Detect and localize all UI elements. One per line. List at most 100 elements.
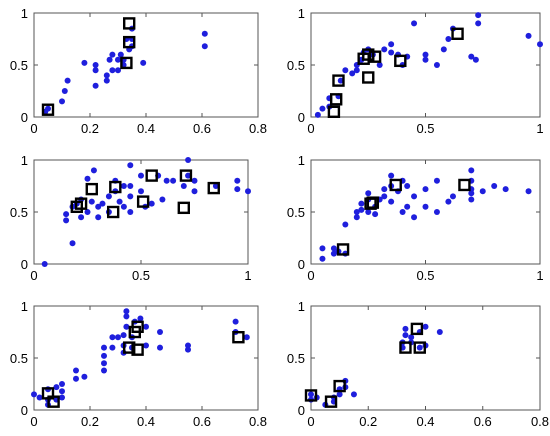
highlighted-point-marker	[120, 56, 133, 70]
x-tick-label: 0.8	[249, 414, 267, 429]
x-tick-label: 0.2	[81, 414, 99, 429]
data-point	[365, 190, 372, 197]
data-point	[73, 367, 79, 374]
highlighted-point-marker	[389, 178, 402, 192]
data-point	[422, 56, 429, 63]
highlighted-point-marker	[74, 197, 88, 210]
highlighted-point-marker	[304, 389, 318, 402]
data-point	[436, 329, 443, 335]
data-point	[180, 183, 187, 189]
data-point	[537, 41, 543, 48]
y-tick-label: 0	[21, 110, 28, 125]
x-tick-label: 0	[307, 414, 314, 429]
y-tick-label: 0.5	[287, 58, 305, 73]
data-point	[372, 211, 379, 218]
data-point	[353, 214, 360, 221]
data-point	[81, 59, 88, 66]
data-point	[468, 167, 475, 174]
data-point	[353, 67, 360, 74]
data-point	[212, 183, 219, 189]
data-point	[365, 209, 372, 215]
data-point	[41, 261, 48, 267]
x-tick-label: 0.6	[193, 414, 211, 429]
x-tick-label: 0.2	[81, 121, 99, 136]
highlighted-point-marker	[122, 341, 136, 354]
y-tick-label: 1	[298, 299, 305, 314]
data-point	[59, 388, 65, 395]
data-point	[95, 214, 102, 221]
data-point	[127, 193, 134, 200]
data-point	[468, 53, 475, 60]
data-point	[472, 56, 479, 63]
data-point	[402, 325, 409, 332]
data-point	[148, 200, 155, 207]
data-point	[381, 46, 388, 53]
highlighted-point-marker	[122, 35, 136, 49]
data-point	[319, 245, 326, 252]
data-point	[81, 373, 88, 380]
axes-frame	[33, 305, 259, 411]
highlighted-point-marker	[368, 50, 382, 63]
data-point	[120, 183, 127, 189]
data-point	[349, 70, 356, 77]
data-point	[422, 203, 429, 210]
data-point	[445, 198, 452, 205]
data-point	[143, 323, 149, 330]
data-point	[99, 200, 106, 207]
data-point	[358, 200, 365, 207]
data-point	[69, 240, 76, 247]
data-point	[105, 193, 112, 200]
data-point	[381, 193, 388, 200]
y-tick-label: 1	[298, 6, 305, 21]
x-tick-label: 0	[307, 268, 314, 283]
data-point	[53, 384, 60, 391]
data-point	[445, 36, 452, 42]
data-point	[59, 394, 65, 401]
data-point	[422, 51, 429, 58]
data-point	[120, 203, 127, 210]
data-point	[95, 203, 102, 210]
data-point	[234, 186, 241, 193]
x-tick-label: 0	[30, 414, 37, 429]
data-point	[101, 367, 107, 374]
data-point	[157, 329, 163, 335]
data-point	[388, 198, 395, 205]
data-point	[31, 391, 37, 398]
data-point	[422, 323, 429, 330]
y-tick-label: 0.5	[10, 351, 28, 366]
y-tick-label: 1	[21, 6, 28, 21]
data-point	[433, 209, 440, 215]
x-tick-label: 0.6	[474, 414, 492, 429]
highlighted-point-marker	[85, 182, 98, 196]
data-point	[138, 188, 144, 195]
data-point	[502, 186, 509, 193]
highlighted-point-marker	[333, 379, 346, 393]
data-point	[342, 67, 349, 74]
data-point	[185, 157, 192, 163]
data-point	[243, 334, 250, 341]
data-point	[358, 206, 365, 213]
axes-frame	[310, 305, 541, 411]
data-point	[353, 209, 360, 215]
data-point	[433, 177, 440, 184]
data-point	[84, 209, 91, 215]
highlighted-point-marker	[366, 196, 380, 209]
data-point	[117, 51, 124, 58]
data-point	[101, 344, 107, 351]
data-point	[109, 334, 116, 341]
x-tick-label: 0.6	[193, 121, 211, 136]
data-point	[45, 105, 51, 112]
data-point	[491, 183, 498, 189]
scatter-panel-top-right: 0 0.5 1 0 0.5 1	[287, 6, 544, 136]
data-point	[140, 59, 147, 66]
data-point	[468, 196, 475, 203]
y-tick-label: 0.5	[10, 205, 28, 220]
data-point	[127, 162, 134, 169]
scatter-panel-bottom-right: 0 0.2 0.4 0.6 0.8 0 0.5 1	[287, 299, 549, 429]
data-point	[73, 375, 79, 382]
data-point	[475, 12, 482, 19]
axes-frame	[310, 159, 541, 265]
data-point	[191, 188, 198, 195]
data-point	[404, 183, 411, 189]
x-tick-label: 0.4	[137, 414, 155, 429]
